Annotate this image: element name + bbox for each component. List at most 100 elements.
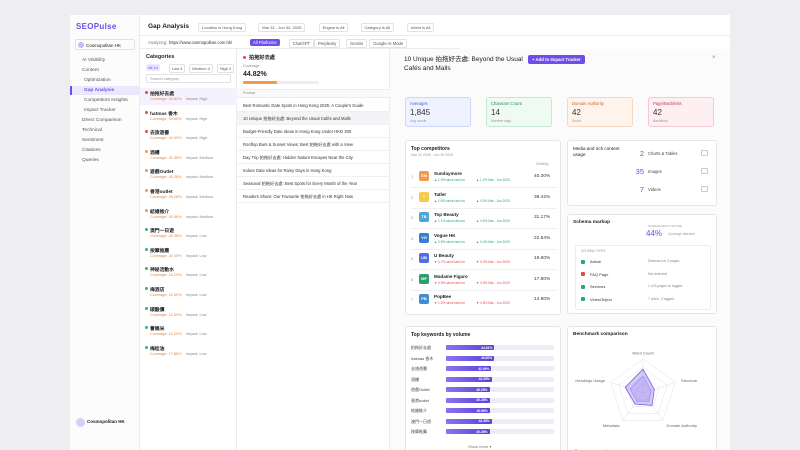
- category-coverage: Coverage: 42.38%: [150, 234, 182, 239]
- coverage-track: [243, 81, 319, 84]
- nav-subitem[interactable]: Impact Tracker: [84, 108, 116, 113]
- category-dot: [145, 189, 148, 192]
- category-filter[interactable]: Medium 4: [189, 64, 213, 73]
- stat-card: Averages 1,845 Avg words: [405, 97, 471, 127]
- category-impact: Impact: Low: [186, 351, 207, 356]
- category-name[interactable]: 碳酸價: [150, 307, 165, 313]
- radar-axis: [642, 382, 676, 394]
- competitor-visibility: 19.60%: [534, 256, 551, 261]
- media-title: Media and rich content usage: [573, 146, 620, 157]
- keyword-track: 42.09%: [446, 366, 554, 371]
- nav-item[interactable]: Citations: [82, 148, 101, 153]
- nav-item[interactable]: AI Visibility: [82, 58, 106, 63]
- filter-chip[interactable]: Category is All: [360, 23, 395, 32]
- schema-status: 7 video, 2 tagged: [648, 296, 675, 301]
- media-icon: [701, 186, 708, 192]
- row-divider: [411, 187, 557, 188]
- prompt-row[interactable]: [237, 164, 390, 177]
- schema-score-label: SCHEMA MULTI-SCORE: [648, 224, 682, 228]
- prompt-row[interactable]: [237, 138, 390, 151]
- prompt-text[interactable]: Seasonal 拍拖好去處: Best Spots for Every Mon…: [243, 181, 358, 186]
- category-coverage: Coverage: 40.28%: [150, 175, 182, 180]
- stat-label: Averages: [410, 101, 428, 106]
- category-name[interactable]: 按摩推薦: [150, 248, 170, 254]
- platform-tab[interactable]: Perplexity: [314, 39, 341, 48]
- platform-tab[interactable]: Google AI Mode: [369, 39, 408, 48]
- category-impact: Impact: Medium: [186, 155, 214, 160]
- keyword-name: 澳門一日遊: [411, 418, 431, 424]
- category-search[interactable]: Search category: [146, 74, 231, 83]
- stat-card: Character Count 14 Number tags: [486, 97, 552, 127]
- category-coverage: Coverage: 15.40%: [150, 293, 182, 297]
- category-name[interactable]: 神秘活動水: [150, 268, 174, 274]
- category-name[interactable]: 拍拖好去處: [150, 92, 174, 97]
- keyword-value-label: 44.81%: [481, 345, 493, 350]
- nav-subitem[interactable]: Optimization: [84, 78, 111, 83]
- close-button[interactable]: ×: [712, 55, 716, 61]
- nav-subitem[interactable]: Gap Analysis: [84, 88, 115, 93]
- prompt-text[interactable]: 10 Unique 拍拖好去處: Beyond the Usual Cafés …: [243, 116, 351, 121]
- category-name[interactable]: 曹媽米: [150, 327, 165, 333]
- prompt-text[interactable]: Readers Share: Our Favourite 拍拖好去處 in HK…: [243, 194, 354, 199]
- nav-subitem[interactable]: Competitors Insights: [84, 98, 128, 103]
- nav-item[interactable]: Direct Comparison: [82, 118, 122, 123]
- competitor-trend: ▼ 0.8% Mar - Jun 2025: [476, 301, 510, 305]
- add-button[interactable]: + Add to Impact Tracker: [528, 55, 585, 64]
- category-name[interactable]: 梅桂油: [150, 346, 165, 352]
- competitor-name: Top Beauty: [434, 212, 459, 217]
- filter-chip[interactable]: Intent is All: [407, 23, 435, 32]
- prompt-text[interactable]: Indoor Date Ideas for Rainy Days in Hong…: [243, 168, 332, 173]
- prompt-text[interactable]: Rooftop Bars & Sunset Views: Best 拍拖好去處 …: [243, 142, 353, 147]
- prompt-row[interactable]: [237, 125, 390, 138]
- prompt-row[interactable]: [237, 190, 390, 203]
- prompt-row[interactable]: [237, 112, 390, 125]
- category-name[interactable]: 梅酒店: [150, 288, 165, 293]
- keywords-card: Top keywords by volume 拍拖好去處 44.81% hatmas …: [405, 326, 561, 450]
- workspace-select[interactable]: Cosmopolitan HK: [75, 39, 135, 50]
- category-impact: Impact: Medium: [186, 175, 214, 180]
- schema-check: [581, 297, 585, 301]
- category-dot: [145, 91, 148, 94]
- radar-grid: [610, 358, 676, 421]
- competitors-card: Top competitors Mar 31 2025 - Jun 30 2025…: [405, 140, 561, 315]
- filter-chip[interactable]: Location is Hong Kong: [198, 23, 247, 32]
- category-name[interactable]: 遊戲Outlet: [150, 170, 174, 176]
- user-name: Cosmopolitan HK: [87, 419, 125, 424]
- category-filter[interactable]: All 14: [146, 64, 161, 71]
- nav-item[interactable]: Sentiment: [82, 138, 104, 143]
- category-name[interactable]: 酒樓: [150, 150, 160, 156]
- prompt-row[interactable]: [237, 99, 390, 112]
- show-more[interactable]: Show more ▾: [468, 444, 492, 449]
- category-name[interactable]: 結婚推介: [150, 209, 170, 215]
- competitor-rank: 7: [411, 297, 414, 302]
- radar-axis: [642, 392, 664, 421]
- category-filter[interactable]: Low 4: [168, 64, 186, 73]
- prompt-text[interactable]: Budget-Friendly Date Ideas in Hong Kong …: [243, 129, 352, 134]
- prompt-text[interactable]: Best Romantic Date Spots in Hong Kong 20…: [243, 103, 364, 108]
- radar-series: [624, 368, 655, 406]
- nav-item[interactable]: Content: [82, 68, 99, 73]
- keyword-value-label: 40.28%: [476, 387, 488, 392]
- competitors-title: Top competitors: [411, 146, 450, 152]
- category-coverage: Coverage: 44.60%: [150, 116, 182, 121]
- schema-score-note: Coverage detected: [668, 232, 695, 236]
- filter-chip[interactable]: Mar 31 - Jun 30, 2025: [258, 23, 306, 32]
- category-name[interactable]: 澳門一日遊: [150, 229, 174, 235]
- category-filter[interactable]: High 3: [216, 64, 235, 73]
- platform-tab[interactable]: Gemini: [346, 39, 368, 48]
- platform-tab[interactable]: ChatGPT: [288, 39, 315, 48]
- category-name[interactable]: hatmas 香木: [150, 111, 178, 117]
- prompt-row[interactable]: [237, 151, 390, 164]
- prompt-text[interactable]: Day Trip 拍拖好去處: Hidden Nature Escapes Ne…: [243, 155, 353, 160]
- nav-item[interactable]: Technical: [82, 128, 102, 133]
- prompt-row[interactable]: [237, 177, 390, 190]
- category-name[interactable]: 香港outlet: [150, 190, 173, 195]
- filter-chip[interactable]: Engine is All: [318, 23, 349, 32]
- platform-tab[interactable]: All Platforms: [250, 39, 280, 46]
- radar-chart: Word Count Structure Domain Authority Metad…: [574, 351, 698, 450]
- competitor-badge: T: [419, 191, 429, 202]
- nav-item[interactable]: Queries: [82, 158, 99, 163]
- category-name[interactable]: 去旅遊書: [150, 131, 170, 137]
- media-card: Media and rich content usage 2 Charts & Ta…: [567, 140, 717, 206]
